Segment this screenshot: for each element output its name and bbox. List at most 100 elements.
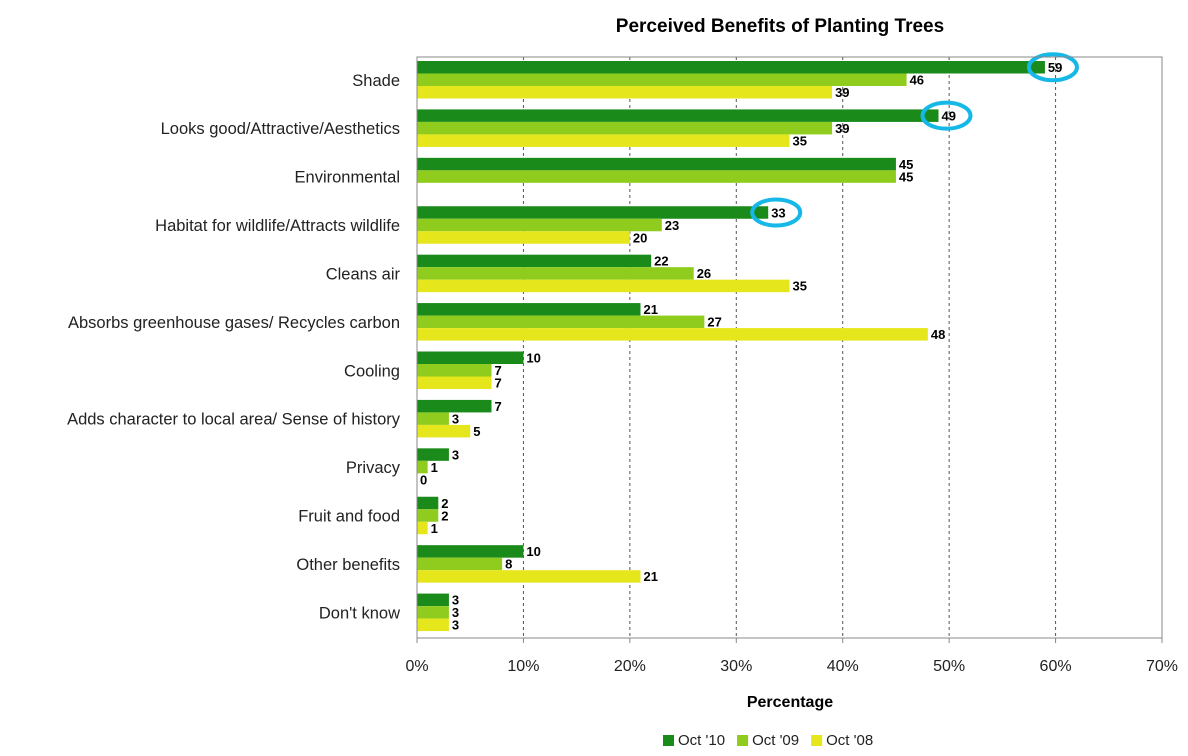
category-label: Shade: [352, 72, 400, 90]
bar: [417, 86, 833, 99]
bar-value-label: 39: [835, 85, 849, 100]
category-label: Habitat for wildlife/Attracts wildlife: [155, 217, 400, 235]
plot-area-frame: [416, 56, 1163, 639]
bar-value-label: 7: [495, 399, 502, 414]
bar-value-label: 5: [473, 424, 480, 439]
bar: [417, 570, 641, 583]
x-tick-label: 10%: [507, 658, 539, 675]
bar: [417, 267, 694, 280]
bar-value-label: 21: [644, 569, 658, 584]
bar-value-label: 20: [633, 230, 647, 245]
bar-value-label: 1: [431, 460, 438, 475]
legend-swatch: [737, 735, 749, 746]
bar: [417, 618, 449, 632]
bar: [417, 460, 428, 474]
bar: [417, 351, 524, 364]
bar: [417, 254, 652, 268]
bar: [417, 399, 492, 413]
legend-label: Oct '09: [752, 732, 799, 749]
bar: [417, 279, 790, 293]
bar: [417, 109, 939, 122]
legend-label: Oct '08: [826, 732, 873, 749]
category-label: Adds character to local area/ Sense of h…: [67, 411, 401, 429]
bar-value-label: 1: [431, 521, 438, 536]
bar: [417, 509, 439, 522]
bar-value-label: 39: [835, 121, 849, 136]
bar-value-label: 3: [452, 411, 459, 426]
x-axis-ticks: 0% 10% 20% 30% 40% 50% 60% 70%: [405, 638, 1178, 675]
chart-title: Perceived Benefits of Planting Trees: [616, 16, 944, 37]
bar-value-label: 8: [505, 557, 512, 572]
legend-swatch: [663, 735, 674, 746]
bar: [417, 61, 1045, 74]
bar-value-label: 45: [899, 169, 913, 184]
legend: Oct '10 Oct '09 Oct '08: [663, 732, 873, 749]
legend-swatch: [811, 735, 823, 746]
category-label: Cleans air: [326, 265, 401, 283]
bar-value-label: 10: [526, 544, 540, 559]
category-label: Don't know: [319, 604, 400, 622]
bar: [417, 303, 641, 316]
x-axis-title: Percentage: [747, 694, 833, 711]
bar-value-label: 46: [910, 73, 924, 88]
x-tick-label: 30%: [720, 658, 752, 675]
bar-value-label: 2: [441, 496, 448, 511]
category-label: Cooling: [344, 362, 400, 380]
bar: [417, 424, 471, 438]
x-tick-label: 20%: [614, 658, 646, 675]
bars: [417, 61, 1045, 632]
bar: [417, 315, 705, 329]
legend-label: Oct '10: [678, 732, 725, 749]
category-label: Privacy: [346, 459, 401, 477]
bar: [417, 218, 662, 232]
bar-value-label: 33: [771, 205, 785, 220]
x-tick-label: 50%: [933, 658, 965, 675]
bar: [417, 557, 503, 571]
bar: [417, 206, 769, 219]
bar: [417, 73, 907, 86]
category-label: Other benefits: [296, 556, 400, 574]
bar-value-label: 49: [942, 108, 956, 123]
bar-value-label: 22: [654, 254, 668, 269]
bar-value-label: 3: [452, 593, 459, 608]
bar-value-label: 7: [495, 363, 502, 378]
bar: [417, 545, 524, 558]
bar: [417, 606, 449, 619]
value-labels: 5946394939354545332320222635212748107773…: [420, 60, 1062, 633]
bar-value-label: 3: [452, 618, 459, 633]
bar-value-label: 45: [899, 157, 913, 172]
bar-value-label: 26: [697, 266, 711, 281]
bar-value-label: 3: [452, 605, 459, 620]
bar-value-label: 3: [452, 447, 459, 462]
bar: [417, 448, 449, 461]
bar: [417, 121, 833, 135]
category-label: Looks good/Attractive/Aesthetics: [161, 120, 400, 138]
bar-value-label: 2: [441, 508, 448, 523]
x-tick-label: 60%: [1040, 658, 1072, 675]
category-labels: Shade Looks good/Attractive/Aesthetics Env…: [67, 72, 401, 623]
bar: [417, 157, 896, 171]
bar: [417, 170, 896, 183]
bar-value-label: 59: [1048, 60, 1062, 75]
bar-value-label: 35: [793, 133, 807, 148]
bar: [417, 364, 492, 377]
bar: [417, 134, 790, 147]
category-label: Environmental: [295, 169, 400, 187]
highlight-oval: [750, 197, 803, 228]
x-tick-label: 70%: [1146, 658, 1178, 675]
highlight-oval: [1026, 52, 1079, 83]
bar: [417, 593, 449, 607]
bar-value-label: 35: [793, 279, 807, 294]
bar-value-label: 23: [665, 218, 679, 233]
bar-value-label: 21: [644, 302, 658, 317]
bar-value-label: 7: [495, 376, 502, 391]
bar: [417, 412, 449, 425]
bar: [417, 521, 428, 535]
category-label: Fruit and food: [298, 508, 400, 526]
bar-value-label: 27: [707, 315, 721, 330]
bar: [417, 328, 928, 341]
category-label: Absorbs greenhouse gases/ Recycles carbo…: [68, 314, 400, 332]
highlight-oval: [920, 100, 973, 131]
x-tick-label: 40%: [827, 658, 859, 675]
